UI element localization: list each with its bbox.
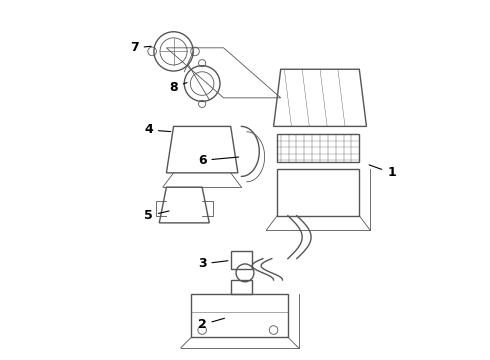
Text: 5: 5: [144, 209, 169, 222]
Text: 6: 6: [198, 154, 239, 167]
Text: 2: 2: [198, 318, 224, 331]
Text: 8: 8: [169, 81, 187, 94]
Bar: [231, 251, 252, 269]
Bar: [231, 280, 252, 294]
Text: 1: 1: [369, 165, 396, 179]
Text: 4: 4: [144, 123, 171, 136]
Text: 3: 3: [198, 257, 228, 270]
Text: 7: 7: [130, 41, 151, 54]
